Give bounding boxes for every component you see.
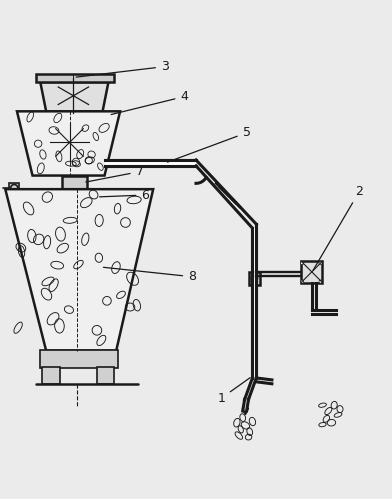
Circle shape (319, 261, 322, 264)
Text: 1: 1 (217, 378, 250, 405)
Bar (42, 367, 60, 384)
Bar (97, 367, 114, 384)
Text: 6: 6 (100, 189, 149, 202)
Circle shape (319, 280, 322, 283)
Polygon shape (17, 111, 120, 176)
Text: 8: 8 (103, 267, 196, 283)
Circle shape (301, 280, 304, 283)
Bar (301, 261, 323, 282)
Polygon shape (40, 82, 109, 111)
Polygon shape (5, 189, 153, 351)
Circle shape (301, 261, 304, 264)
Circle shape (11, 185, 18, 192)
Polygon shape (62, 176, 87, 189)
Text: 3: 3 (76, 60, 169, 77)
Circle shape (251, 275, 258, 281)
Text: 4: 4 (111, 90, 188, 115)
Text: 2: 2 (313, 185, 363, 270)
Bar (249, 272, 260, 284)
Bar (9, 183, 19, 193)
Text: 7: 7 (86, 165, 143, 182)
Text: 5: 5 (167, 126, 250, 162)
Bar (36, 73, 114, 82)
Bar (40, 349, 118, 368)
